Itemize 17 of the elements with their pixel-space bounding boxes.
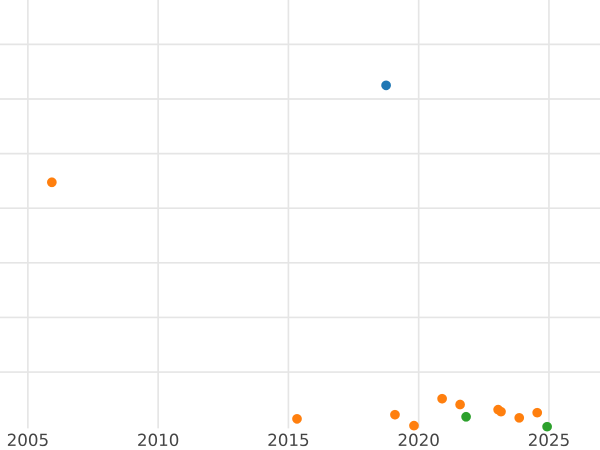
point bbox=[292, 414, 302, 424]
x-tick-label: 2005 bbox=[8, 434, 48, 446]
point bbox=[390, 410, 400, 420]
x-tick-label: 2025 bbox=[528, 434, 569, 446]
point bbox=[455, 400, 465, 410]
point bbox=[381, 80, 391, 90]
x-tick-label: 2010 bbox=[138, 434, 178, 446]
point bbox=[437, 394, 447, 404]
x-tick-label: 2020 bbox=[398, 434, 439, 446]
point bbox=[514, 412, 524, 423]
point bbox=[542, 422, 552, 432]
point bbox=[409, 420, 419, 431]
x-tick-label: 2015 bbox=[268, 434, 308, 446]
point bbox=[46, 177, 57, 188]
point bbox=[496, 406, 506, 417]
point bbox=[532, 408, 542, 418]
point bbox=[461, 412, 471, 422]
